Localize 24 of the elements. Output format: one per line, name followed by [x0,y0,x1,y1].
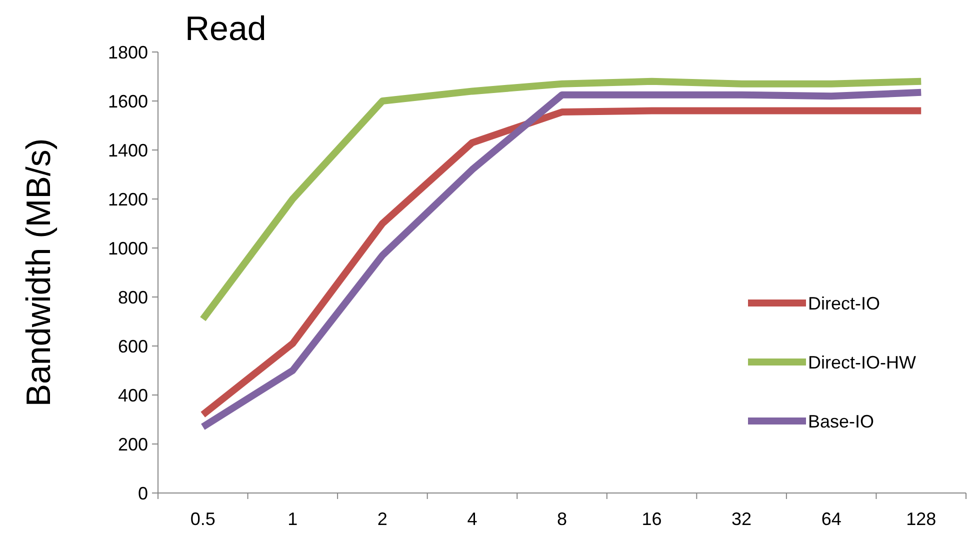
y-tick-label: 1200 [108,189,148,210]
x-tick-label: 8 [556,509,568,529]
y-tick-label: 800 [118,287,148,308]
y-tick-label: 400 [118,385,148,406]
x-tick-label: 32 [732,509,752,529]
x-tick-label: 2 [377,509,388,529]
y-tick-label: 1800 [108,42,148,62]
legend-label: Base-IO [808,411,874,432]
x-tick-label: 64 [821,509,842,529]
legend-label: Direct-IO-HW [808,352,916,372]
legend-label: Direct-IO [808,293,880,314]
x-tick-label: 16 [642,509,662,529]
y-axis-title: Bandwidth (MB/s) [20,138,58,407]
y-tick-label: 1600 [108,91,148,112]
y-tick-label: 0 [138,483,148,504]
x-tick-label: 1 [288,509,298,529]
chart-title: Read [185,10,266,48]
x-tick-label: 0.5 [190,509,216,529]
x-tick-label: 4 [467,509,478,529]
x-tick-label: 128 [906,509,936,529]
y-tick-label: 200 [118,434,148,454]
y-tick-label: 1000 [108,238,148,258]
y-tick-label: 1400 [108,140,148,160]
y-tick-label: 600 [118,336,148,356]
